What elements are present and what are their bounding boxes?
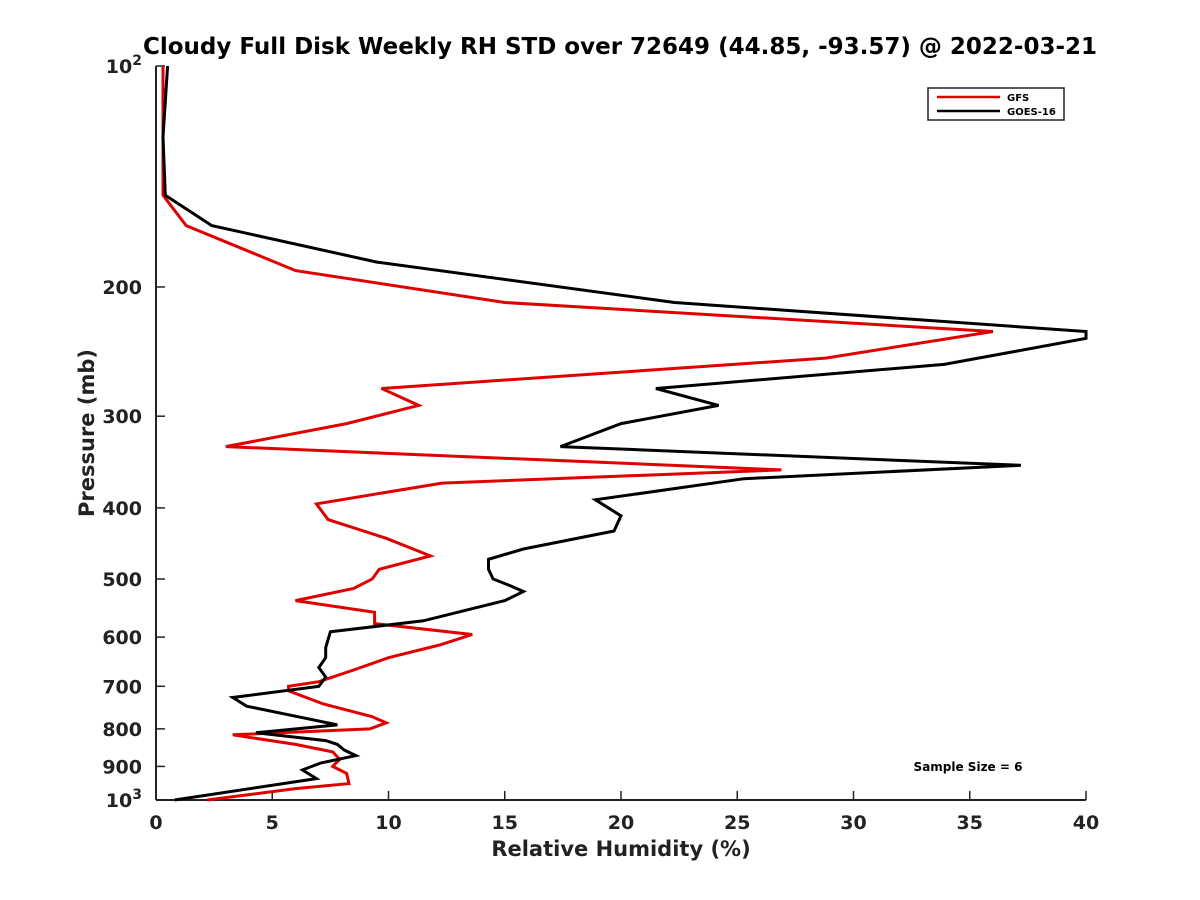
legend: GFS GOES-16 (927, 87, 1065, 121)
x-axis-ticks: 0 5 10 15 20 25 30 35 40 (149, 791, 1099, 834)
x-axis-label: Relative Humidity (%) (491, 837, 750, 861)
y-tick-label: 103 (106, 787, 142, 812)
x-tick-label: 25 (724, 812, 750, 834)
y-axis-label: Pressure (mb) (75, 349, 99, 517)
y-tick-label: 200 (102, 277, 142, 299)
y-tick-label: 300 (102, 406, 142, 428)
y-tick-label: 600 (102, 627, 142, 649)
y-tick-label: 400 (102, 498, 142, 520)
plot-area: 0 5 10 15 20 25 30 35 40 102 200 300 400 500 600 700 80… (102, 53, 1099, 834)
plot-frame (156, 66, 1086, 800)
series-lines (161, 65, 1088, 802)
legend-label-goes16: GOES-16 (1007, 107, 1056, 118)
series-line-gfs (161, 66, 994, 802)
x-tick-label: 30 (840, 812, 866, 834)
x-tick-label: 0 (149, 812, 162, 834)
y-tick-label: 500 (102, 569, 142, 591)
x-tick-label: 15 (492, 812, 518, 834)
legend-box (927, 87, 1065, 121)
sample-size-annotation: Sample Size = 6 (914, 760, 1023, 774)
x-tick-label: 35 (957, 812, 983, 834)
y-tick-label: 900 (102, 756, 142, 778)
x-tick-label: 40 (1073, 812, 1099, 834)
x-tick-label: 10 (375, 812, 401, 834)
series-line-goes16 (161, 65, 1088, 802)
chart-title: Cloudy Full Disk Weekly RH STD over 7264… (143, 34, 1097, 60)
y-axis-ticks: 102 200 300 400 500 600 700 800 900 103 (102, 53, 165, 812)
y-tick-label: 700 (102, 676, 142, 698)
y-tick-label: 102 (106, 53, 142, 78)
x-tick-label: 20 (608, 812, 634, 834)
x-tick-label: 5 (266, 812, 279, 834)
legend-label-gfs: GFS (1007, 93, 1029, 104)
y-tick-label: 800 (102, 719, 142, 741)
